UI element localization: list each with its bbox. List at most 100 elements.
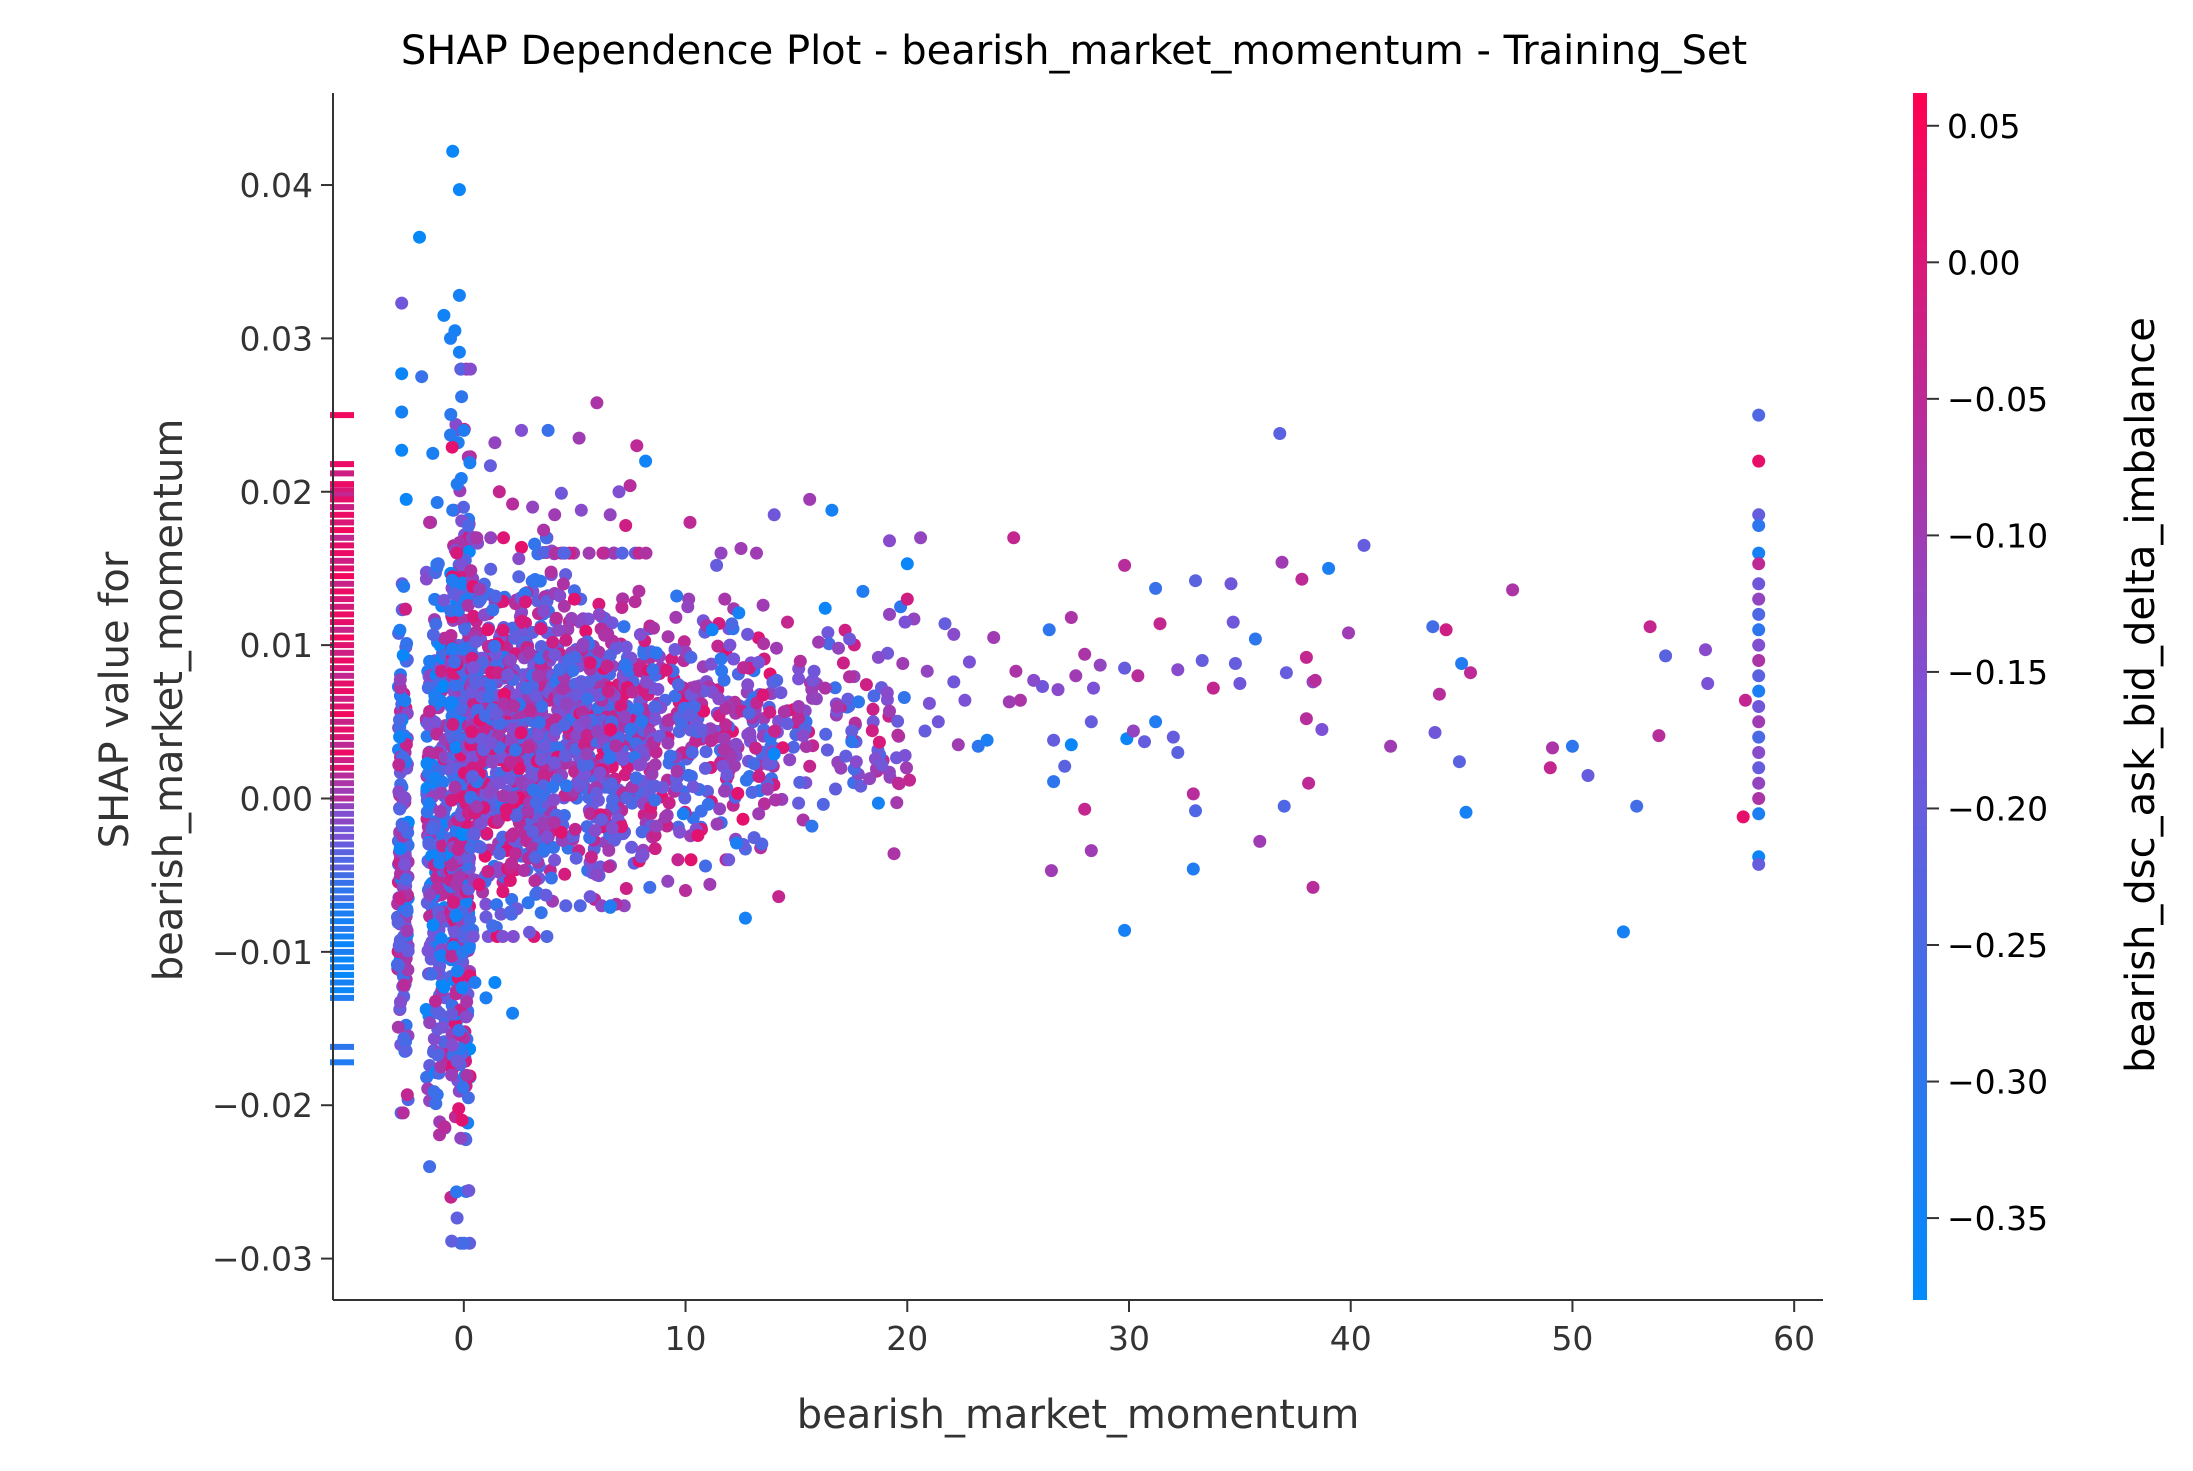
scatter-point — [568, 822, 582, 836]
scatter-point — [714, 546, 728, 560]
scatter-point — [557, 546, 571, 560]
scatter-point — [466, 770, 480, 783]
scatter-point — [465, 725, 479, 739]
scatter-point — [558, 867, 572, 881]
scatter-point — [463, 362, 477, 376]
scatter-point — [457, 1236, 471, 1250]
scatter-point — [1616, 925, 1630, 939]
scatter-point — [661, 714, 675, 728]
scatter-point — [1064, 611, 1078, 624]
scatter-point — [720, 768, 734, 782]
scatter-point — [485, 755, 499, 769]
rug-mark — [330, 511, 354, 518]
scatter-point — [669, 610, 683, 624]
scatter-point — [787, 740, 800, 754]
rug-mark — [330, 1059, 354, 1066]
scatter-point — [592, 608, 606, 621]
scatter-point — [522, 646, 536, 660]
scatter-point — [1007, 531, 1021, 545]
scatter-point — [556, 577, 570, 591]
scatter-point — [547, 793, 561, 807]
scatter-point — [1084, 715, 1098, 729]
scatter-point — [558, 749, 572, 763]
scatter-point — [584, 850, 598, 864]
rug-mark — [330, 910, 354, 917]
scatter-point — [509, 809, 523, 823]
chart-title: SHAP Dependence Plot - bearish_market_mo… — [401, 28, 1747, 74]
scatter-point — [1044, 864, 1058, 878]
scatter-point — [676, 807, 690, 821]
colorbar-tick-label: −0.35 — [1947, 1199, 2048, 1238]
scatter-point — [506, 1006, 520, 1020]
scatter-point — [472, 878, 486, 892]
scatter-point — [803, 759, 817, 773]
scatter-point — [438, 1120, 452, 1134]
scatter-point — [1752, 669, 1766, 683]
scatter-point — [436, 1020, 450, 1034]
scatter-point — [398, 694, 412, 708]
scatter-point — [1302, 776, 1316, 790]
scatter-point — [1078, 647, 1092, 661]
scatter-point — [768, 724, 782, 738]
scatter-point — [781, 717, 794, 731]
scatter-point — [951, 738, 965, 752]
scatter-point — [615, 601, 629, 614]
scatter-point — [554, 486, 568, 500]
scatter-point — [484, 562, 498, 576]
scatter-point — [598, 628, 612, 642]
scatter-point — [1342, 626, 1355, 640]
rug-mark — [330, 895, 354, 902]
scatter-point — [396, 648, 410, 662]
scatter-point — [745, 785, 759, 799]
colorbar-tick-label: 0.00 — [1947, 243, 2020, 282]
scatter-point — [1752, 807, 1766, 821]
rug-mark — [330, 580, 354, 587]
scatter-point — [595, 813, 608, 827]
scatter-point — [741, 627, 755, 641]
scatter-point — [396, 820, 410, 834]
scatter-point — [536, 546, 550, 559]
scatter-point — [648, 712, 662, 726]
scatter-point — [1752, 792, 1766, 805]
scatter-point — [662, 796, 676, 810]
scatter-point — [488, 639, 502, 653]
scatter-point — [922, 696, 936, 710]
scatter-point — [452, 1023, 466, 1037]
rug-mark — [330, 550, 354, 557]
scatter-point — [517, 864, 531, 877]
scatter-point — [395, 296, 409, 310]
scatter-point — [741, 678, 755, 692]
rug-mark — [330, 588, 354, 595]
scatter-point — [459, 1010, 473, 1024]
scatter-point — [648, 793, 662, 807]
scatter-point — [565, 611, 579, 625]
rug-mark — [330, 527, 354, 534]
rug-mark — [330, 925, 354, 932]
scatter-point — [867, 689, 881, 703]
scatter-point — [444, 629, 458, 642]
scatter-point — [560, 779, 573, 793]
scatter-point — [449, 740, 463, 754]
y-tick-label: −0.03 — [212, 1240, 313, 1279]
rug-mark — [330, 412, 354, 419]
scatter-point — [428, 689, 442, 702]
scatter-point — [799, 740, 813, 753]
scatter-point — [536, 842, 550, 856]
scatter-points — [390, 144, 1766, 1250]
scatter-point — [1752, 607, 1766, 621]
scatter-point — [574, 503, 588, 517]
scatter-point — [820, 743, 834, 757]
scatter-point — [761, 782, 775, 796]
scatter-point — [548, 508, 562, 522]
rug-mark — [330, 619, 354, 626]
scatter-point — [562, 653, 576, 667]
rug-mark — [330, 841, 354, 848]
scatter-point — [732, 606, 746, 620]
scatter-point — [661, 874, 675, 888]
scatter-point — [648, 779, 662, 793]
rug-mark — [330, 657, 354, 664]
scatter-point — [834, 761, 848, 775]
scatter-point — [1279, 666, 1293, 680]
scatter-point — [1069, 669, 1083, 683]
scatter-point — [772, 890, 786, 904]
